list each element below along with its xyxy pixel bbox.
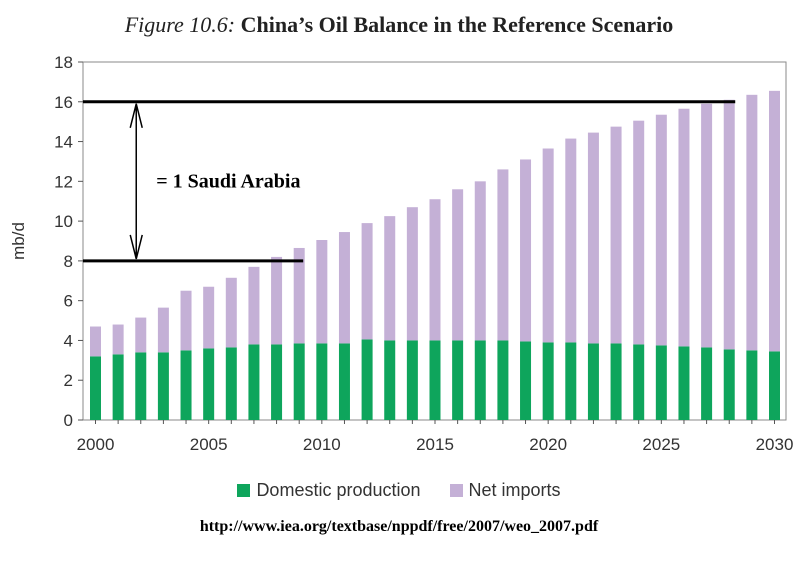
legend-label-imports: Net imports	[468, 480, 561, 500]
bar-imports	[203, 286, 215, 349]
bar-imports	[429, 199, 441, 341]
bar-imports	[180, 290, 192, 351]
bar-domestic	[746, 350, 758, 420]
figure-title: China’s Oil Balance in the Reference Sce…	[240, 12, 674, 37]
annotation-label: = 1 Saudi Arabia	[156, 170, 300, 192]
bar-imports	[655, 114, 667, 346]
bar-domestic	[701, 347, 713, 420]
bar-domestic	[316, 343, 328, 420]
y-tick-label: 6	[64, 292, 73, 311]
bar-imports	[316, 240, 328, 344]
bar-domestic	[769, 351, 780, 420]
y-tick-label: 12	[54, 172, 73, 191]
bar-imports	[90, 326, 101, 357]
bar-domestic	[587, 343, 599, 420]
legend-swatch-domestic	[237, 484, 251, 497]
bar-domestic	[248, 344, 260, 420]
bar-domestic	[112, 354, 124, 420]
saudi-annotation: = 1 Saudi Arabia	[83, 100, 736, 263]
x-tick-label: 2010	[303, 435, 341, 454]
bar-domestic	[723, 349, 735, 420]
bar-domestic	[429, 340, 441, 420]
bar-imports	[746, 94, 758, 351]
y-tick-label: 14	[54, 133, 73, 152]
bar-domestic	[384, 340, 396, 420]
legend-item-domestic: Domestic production	[237, 480, 421, 501]
bar-imports	[225, 277, 237, 348]
bar-imports	[474, 181, 486, 341]
bar-imports	[565, 138, 577, 343]
bar-domestic	[180, 350, 192, 420]
chart-area: mb/d 0 2 4 6 8 10 12 14 16 18 2000 2005 2010 2015 202…	[9, 53, 794, 454]
bar-imports	[520, 159, 532, 342]
y-tick-label: 16	[54, 93, 73, 112]
bar-imports	[542, 148, 554, 343]
bar-domestic	[157, 352, 169, 420]
bar-imports	[723, 99, 735, 350]
arrow-head-down	[129, 234, 143, 260]
x-tick-label: 2015	[416, 435, 454, 454]
bar-domestic	[474, 340, 486, 420]
bar-domestic	[610, 343, 622, 420]
bar-imports	[610, 126, 622, 344]
bar-domestic	[203, 348, 215, 420]
bar-domestic	[135, 352, 147, 420]
bar-domestic	[655, 345, 667, 420]
bar-imports	[701, 103, 713, 348]
bar-domestic	[565, 342, 577, 420]
bar-imports	[112, 324, 124, 355]
legend-label-domestic: Domestic production	[256, 480, 421, 500]
bar-domestic	[225, 347, 237, 420]
bar-domestic	[406, 340, 418, 420]
bar-domestic	[90, 356, 101, 420]
bar-domestic	[452, 340, 464, 420]
bar-imports	[497, 169, 509, 341]
bar-domestic	[293, 343, 305, 420]
bar-imports	[384, 216, 396, 341]
bar-imports	[361, 223, 373, 340]
y-tick-label: 10	[54, 212, 73, 231]
bar-domestic	[361, 339, 373, 420]
bar-imports	[406, 207, 418, 341]
x-tick-label: 2025	[642, 435, 680, 454]
x-tick-label: 2030	[756, 435, 794, 454]
bar-domestic	[542, 342, 554, 420]
bar-imports	[338, 232, 350, 344]
bar-imports	[633, 120, 645, 345]
legend-swatch-imports	[449, 484, 463, 497]
source-url: http://www.iea.org/textbase/nppdf/free/2…	[199, 518, 599, 535]
x-tick-label: 2020	[529, 435, 567, 454]
bar-imports	[769, 90, 780, 352]
bar-imports	[157, 307, 169, 353]
arrow-head-up	[129, 103, 143, 128]
bar-imports	[678, 108, 690, 347]
chart-title: Figure 10.6: China’s Oil Balance in the …	[0, 12, 798, 38]
bar-domestic	[497, 340, 509, 420]
y-tick-label: 0	[64, 411, 73, 430]
y-tick-label: 2	[64, 371, 73, 390]
bars-group	[90, 90, 780, 420]
bar-domestic	[338, 343, 350, 420]
bar-imports	[452, 189, 464, 341]
y-tick-label: 4	[64, 331, 73, 350]
bar-domestic	[271, 344, 283, 420]
bar-imports	[135, 317, 147, 353]
y-axis-ticks: 0 2 4 6 8 10 12 14 16 18	[54, 53, 83, 430]
bar-imports	[248, 266, 260, 345]
bar-imports	[587, 132, 599, 344]
bar-imports	[271, 256, 283, 345]
bar-imports	[293, 247, 305, 344]
figure-label: Figure 10.6:	[124, 12, 236, 37]
bar-domestic	[633, 344, 645, 420]
y-axis-label: mb/d	[9, 222, 28, 260]
legend: Domestic production Net imports	[0, 480, 798, 501]
x-axis-ticks: 2000 2005 2010 2015 2020 2025 2030	[77, 420, 794, 454]
x-tick-label: 2005	[190, 435, 228, 454]
y-tick-label: 8	[64, 252, 73, 271]
bar-domestic	[520, 341, 532, 420]
legend-item-imports: Net imports	[449, 480, 561, 501]
bar-domestic	[678, 346, 690, 420]
y-tick-label: 18	[54, 53, 73, 72]
x-tick-label: 2000	[77, 435, 115, 454]
